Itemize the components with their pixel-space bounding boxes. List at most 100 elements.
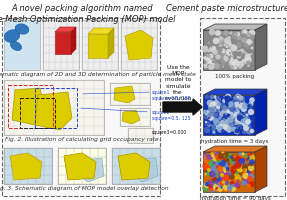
Circle shape [216,33,218,35]
Text: Fig. 1. Schematic diagram of 2D and 3D determination of particle mesh state: Fig. 1. Schematic diagram of 2D and 3D d… [0,72,196,77]
Circle shape [245,35,248,39]
Circle shape [236,50,242,56]
Circle shape [242,58,248,64]
Circle shape [235,61,241,67]
Circle shape [212,176,214,178]
Circle shape [212,109,216,115]
Circle shape [206,172,210,176]
Circle shape [223,108,229,114]
Circle shape [245,170,251,176]
Circle shape [234,130,239,134]
Circle shape [250,54,254,58]
Circle shape [224,180,230,186]
Circle shape [230,155,232,159]
Circle shape [211,178,217,184]
Circle shape [209,180,217,188]
Circle shape [248,119,250,121]
Circle shape [220,155,222,157]
Circle shape [242,103,248,109]
Circle shape [207,160,209,162]
Circle shape [204,44,210,50]
Circle shape [233,113,237,117]
Circle shape [221,58,227,64]
Circle shape [240,120,246,126]
Circle shape [238,121,244,127]
Circle shape [242,163,248,169]
Circle shape [232,171,240,179]
Circle shape [232,172,240,180]
Circle shape [219,157,223,161]
Circle shape [230,180,236,186]
Circle shape [233,157,235,159]
Circle shape [234,129,239,133]
Circle shape [207,56,213,62]
Circle shape [203,64,206,66]
Circle shape [201,46,208,52]
Circle shape [228,163,230,165]
Circle shape [210,34,216,40]
Circle shape [239,117,245,123]
Circle shape [245,118,249,122]
Circle shape [218,127,222,133]
Circle shape [227,36,231,40]
Circle shape [207,156,213,162]
Circle shape [223,172,231,180]
Circle shape [210,124,216,130]
Circle shape [227,114,231,118]
Circle shape [225,95,229,99]
Circle shape [237,96,239,98]
Circle shape [239,177,243,181]
Circle shape [229,174,235,180]
Circle shape [247,47,249,49]
Bar [55,32,71,54]
Circle shape [229,40,231,42]
Circle shape [239,158,245,164]
Circle shape [210,181,212,183]
Circle shape [239,96,243,100]
Circle shape [208,126,212,130]
Circle shape [225,158,227,160]
Circle shape [229,120,235,126]
Circle shape [222,66,224,68]
Circle shape [230,100,237,106]
Circle shape [237,63,239,65]
Circle shape [211,106,215,110]
Circle shape [249,34,255,40]
Circle shape [211,172,216,176]
Circle shape [237,115,243,121]
Circle shape [227,45,229,47]
Circle shape [215,104,217,106]
Circle shape [242,127,248,133]
Circle shape [210,56,214,60]
Polygon shape [255,89,267,135]
Circle shape [228,183,234,189]
Circle shape [231,105,234,109]
Circle shape [244,117,250,123]
Circle shape [208,64,214,70]
Circle shape [210,158,216,164]
Circle shape [217,154,221,158]
Circle shape [236,166,243,172]
Circle shape [215,154,218,156]
Circle shape [229,96,235,102]
Circle shape [207,168,211,172]
Circle shape [238,63,241,67]
Polygon shape [130,158,158,182]
Circle shape [245,164,253,172]
Circle shape [238,168,246,176]
Circle shape [221,176,227,182]
Bar [110,83,150,105]
Circle shape [212,49,218,55]
Circle shape [213,177,217,181]
Circle shape [220,54,224,58]
Circle shape [238,110,244,116]
Circle shape [238,152,242,156]
Circle shape [206,180,214,188]
Circle shape [206,54,208,56]
Circle shape [212,176,214,178]
Circle shape [222,183,230,191]
Polygon shape [203,89,267,95]
Polygon shape [88,28,114,34]
Circle shape [225,39,231,45]
Circle shape [242,59,244,61]
